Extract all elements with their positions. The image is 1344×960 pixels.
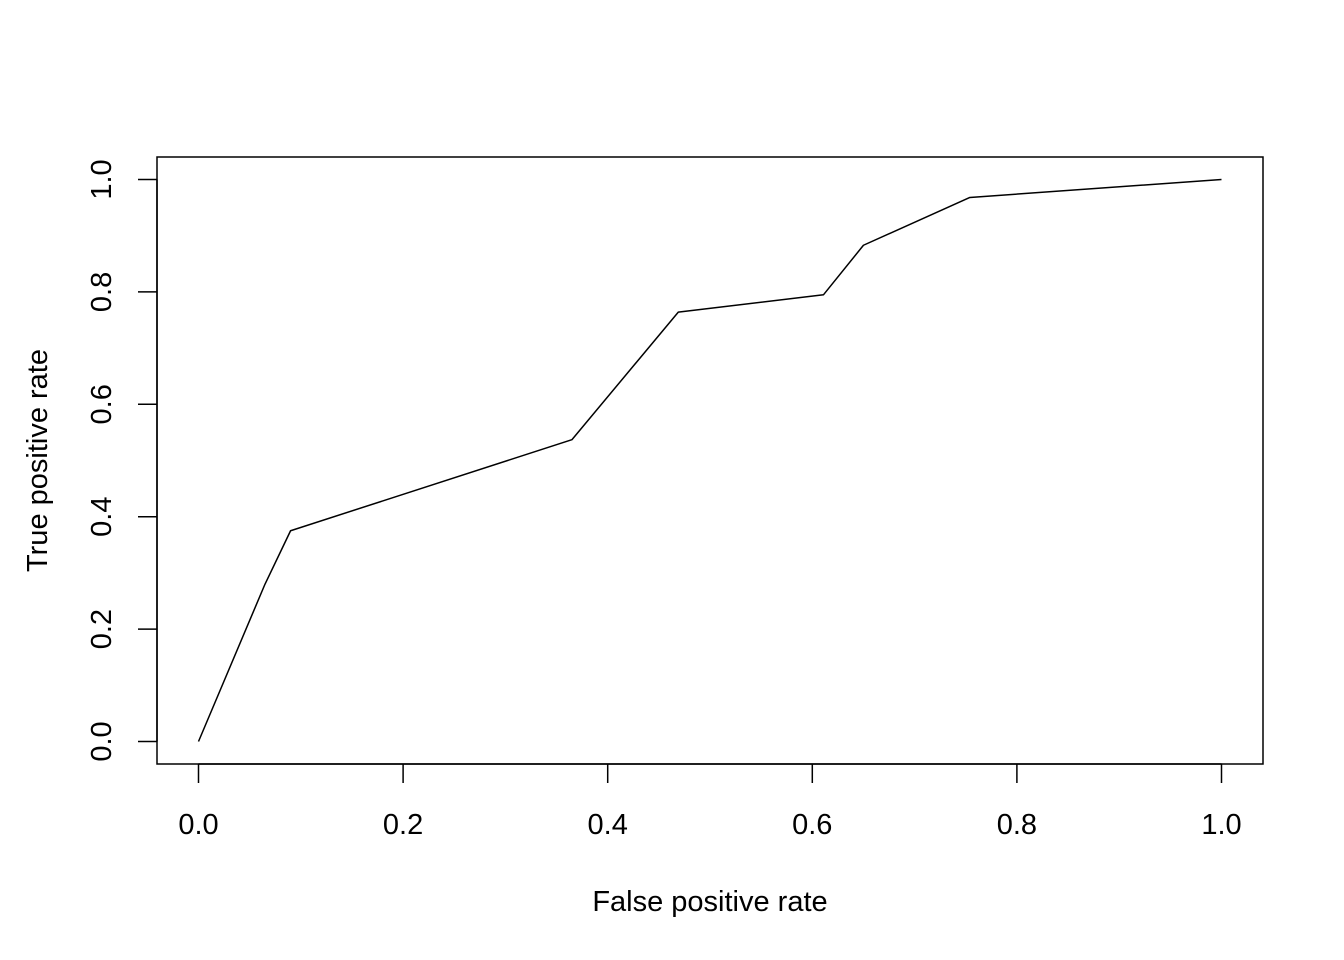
y-axis: 0.0 0.2 0.4 0.6 0.8 1.0	[86, 159, 158, 762]
x-tick-label: 0.8	[997, 809, 1037, 841]
y-tick-label: 0.6	[86, 384, 118, 424]
x-tick-label: 0.2	[383, 809, 423, 841]
x-tick-label: 0.0	[178, 809, 218, 841]
x-axis: 0.0 0.2 0.4 0.6 0.8 1.0	[178, 763, 1242, 841]
x-tick-label: 0.4	[588, 809, 628, 841]
y-tick-label: 0.2	[86, 609, 118, 649]
roc-curve-line	[197, 178, 1222, 742]
series-layer	[197, 178, 1222, 742]
y-tick-label: 0.0	[86, 721, 118, 761]
y-tick-label: 0.4	[86, 497, 118, 537]
y-tick-label: 1.0	[86, 159, 118, 199]
y-tick-label: 0.8	[86, 272, 118, 312]
y-axis-title: True positive rate	[22, 349, 54, 572]
x-tick-label: 0.6	[792, 809, 832, 841]
x-tick-label: 1.0	[1201, 809, 1241, 841]
x-axis-title: False positive rate	[592, 886, 827, 918]
